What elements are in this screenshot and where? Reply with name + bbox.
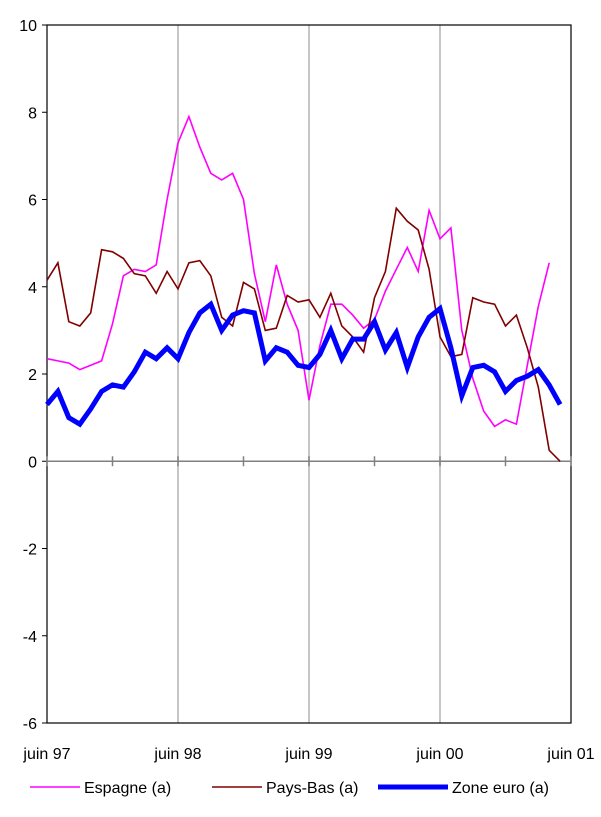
y-tick-label: -2 bbox=[23, 542, 37, 559]
x-tick-label: juin 97 bbox=[22, 746, 70, 763]
y-tick-label: 6 bbox=[28, 193, 37, 210]
series-line-2 bbox=[46, 206, 561, 462]
x-tick-label: juin 01 bbox=[546, 746, 594, 763]
series-line-1 bbox=[46, 114, 550, 428]
y-tick-label: -4 bbox=[23, 629, 37, 646]
x-tick-label: juin 99 bbox=[284, 746, 332, 763]
y-tick-label: 8 bbox=[28, 105, 37, 122]
y-tick-label: 4 bbox=[28, 280, 37, 297]
gridlines bbox=[177, 25, 441, 723]
legend: Espagne (a) Pays-Bas (a) Zone euro (a) bbox=[30, 780, 549, 797]
axes bbox=[42, 24, 572, 724]
legend-label-2: Pays-Bas (a) bbox=[266, 780, 358, 797]
legend-label-3: Zone euro (a) bbox=[452, 780, 549, 797]
series-line-3 bbox=[45, 300, 563, 428]
y-tick-label: -6 bbox=[23, 716, 37, 733]
x-tick-label: juin 00 bbox=[415, 746, 463, 763]
y-tick-label: 2 bbox=[28, 367, 37, 384]
x-tick-label: juin 98 bbox=[153, 746, 201, 763]
y-tick-label: 10 bbox=[19, 18, 37, 35]
tick-labels: -6 -4 -2 0 2 4 6 8 10 juin 97 juin 98 juin 99 juin 0… bbox=[19, 18, 594, 763]
y-tick-label: 0 bbox=[28, 454, 37, 471]
legend-label-1: Espagne (a) bbox=[84, 780, 171, 797]
series-lines bbox=[45, 114, 563, 462]
